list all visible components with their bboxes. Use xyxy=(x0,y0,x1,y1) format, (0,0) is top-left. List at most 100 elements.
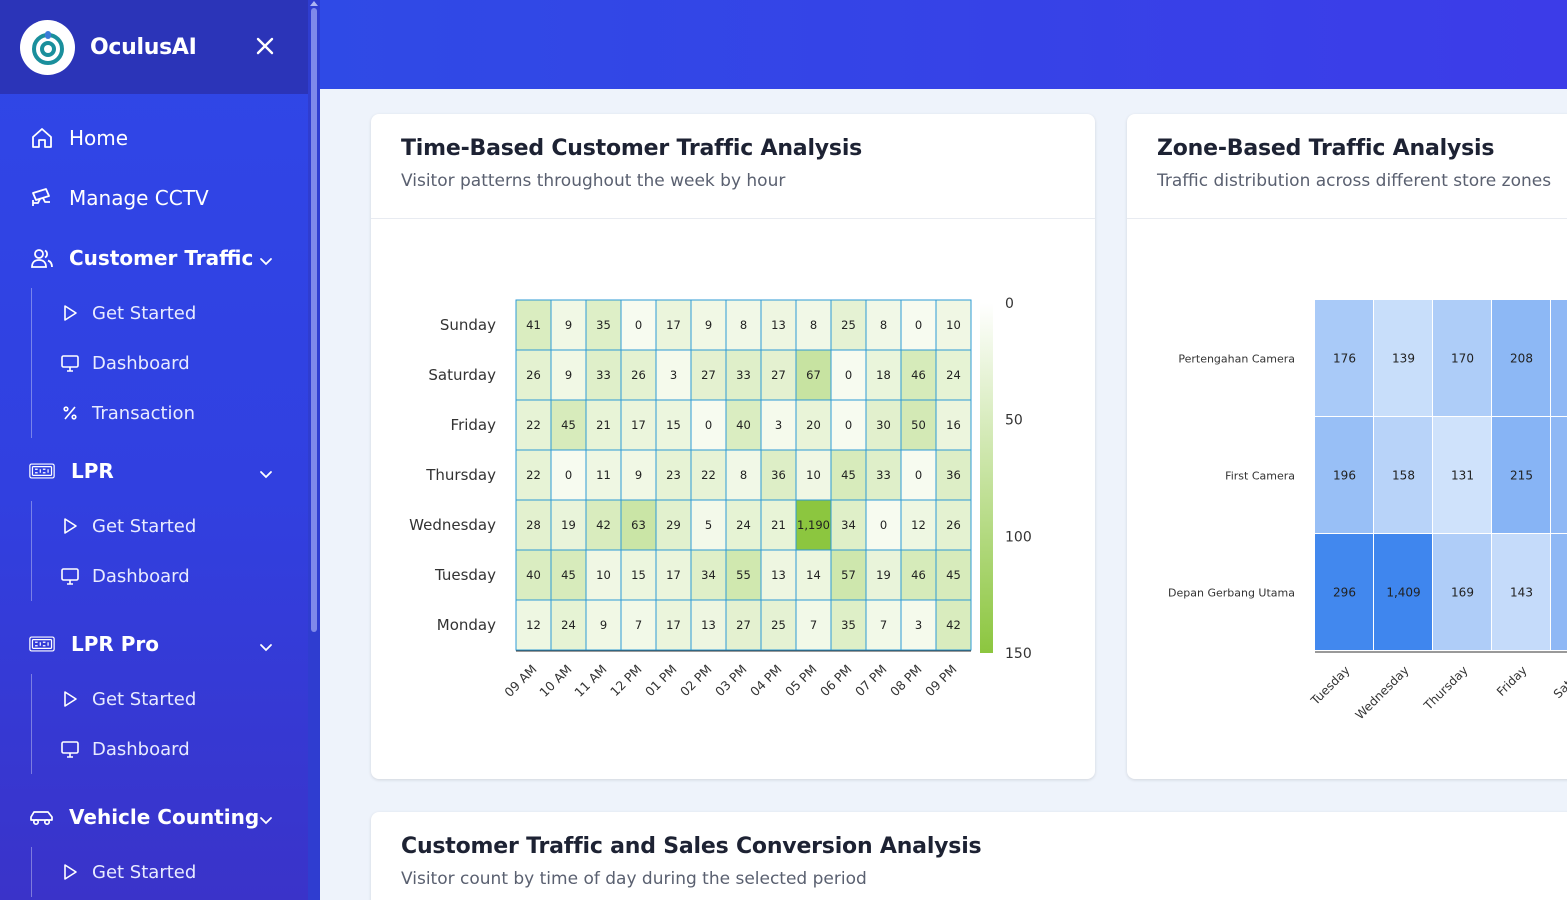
heatmap-cell-label: 8 xyxy=(740,468,747,482)
heatmap-cell-label: 22 xyxy=(526,468,541,482)
heatmap-cell xyxy=(935,449,972,501)
heatmap-cell xyxy=(725,499,762,551)
sidebar-item-label: Manage CCTV xyxy=(69,186,209,210)
scroll-up-arrow-icon[interactable] xyxy=(310,1,318,6)
card-subtitle: Visitor patterns throughout the week by … xyxy=(401,171,786,191)
sidebar-subitem-get-started[interactable]: Get Started xyxy=(32,288,308,338)
sidebar-subitem-dashboard[interactable]: Dashboard xyxy=(32,724,308,774)
heatmap-cell xyxy=(515,399,552,451)
heatmap-cell-label: 33 xyxy=(596,368,611,382)
brand-logo-icon[interactable] xyxy=(20,19,75,75)
x-tick-label: 01 PM xyxy=(642,662,680,700)
sidebar-nav: Home Manage CCTV Customer Traffic Get St… xyxy=(0,94,308,897)
chevron-down-icon[interactable] xyxy=(258,809,274,825)
sidebar-subitem-dashboard[interactable]: Dashboard xyxy=(32,551,308,601)
chevron-down-icon[interactable] xyxy=(258,250,274,266)
heatmap-cell xyxy=(1315,417,1373,533)
sidebar-subitem-transaction[interactable]: Transaction xyxy=(32,388,308,438)
heatmap-cell-label: 3 xyxy=(775,418,782,432)
heatmap-cell xyxy=(830,449,867,501)
cctv-icon xyxy=(29,185,55,211)
heatmap-cell-label: 9 xyxy=(565,368,572,382)
card-header: Time-Based Customer Traffic Analysis Vis… xyxy=(371,114,1095,219)
heatmap-cell xyxy=(725,599,762,651)
home-icon xyxy=(29,125,55,151)
heatmap-cell-label: 0 xyxy=(635,318,642,332)
heatmap-cell-label: 13 xyxy=(701,618,716,632)
heatmap-cell-label: 1,409 xyxy=(1386,586,1420,600)
heatmap-cell-label: 36 xyxy=(771,468,786,482)
heatmap-cell xyxy=(935,599,972,651)
license-plate-icon xyxy=(29,458,55,484)
heatmap-cell xyxy=(865,549,902,601)
heatmap-cell xyxy=(900,349,937,401)
sidebar: OculusAI Home Manage CCTV Customer Traff… xyxy=(0,0,308,900)
heatmap-cell-label: 22 xyxy=(526,418,541,432)
top-header-bar xyxy=(320,0,1567,89)
sidebar-item-home[interactable]: Home xyxy=(0,108,308,168)
card-subtitle: Visitor count by time of day during the … xyxy=(401,869,867,889)
heatmap-cell-label: 17 xyxy=(631,418,646,432)
sidebar-item-customer-traffic[interactable]: Customer Traffic xyxy=(0,228,308,288)
sidebar-subitem-get-started[interactable]: Get Started xyxy=(32,847,308,897)
heatmap-cell-label: 0 xyxy=(845,418,852,432)
y-tick-label: First Camera xyxy=(1225,470,1295,483)
heatmap-cell xyxy=(1315,534,1373,650)
heatmap-cell xyxy=(795,449,832,501)
heatmap-cell-label: 13 xyxy=(771,568,786,582)
heatmap-cell xyxy=(725,449,762,501)
heatmap-cell xyxy=(690,299,727,351)
heatmap-cell-label: 24 xyxy=(561,618,576,632)
x-tick-label: 05 PM xyxy=(782,662,820,700)
heatmap-cell-label: 23 xyxy=(666,468,681,482)
sidebar-item-lpr-pro[interactable]: LPR Pro xyxy=(0,614,308,674)
x-tick-label: Saturd xyxy=(1551,663,1567,701)
y-tick-label: Sunday xyxy=(440,316,496,334)
heatmap-cell xyxy=(795,599,832,651)
heatmap-cell-label: 9 xyxy=(600,618,607,632)
heatmap-cell xyxy=(1433,534,1491,650)
heatmap-cell-label: 15 xyxy=(666,418,681,432)
heatmap-cell-label: 36 xyxy=(946,468,961,482)
heatmap-cell-label: 45 xyxy=(561,568,576,582)
heatmap-cell xyxy=(900,299,937,351)
heatmap-cell xyxy=(550,599,587,651)
heatmap-cell-label: 0 xyxy=(915,468,922,482)
card-title: Zone-Based Traffic Analysis xyxy=(1157,136,1495,161)
close-sidebar-icon[interactable] xyxy=(253,34,277,58)
colorbar-tick-label: 0 xyxy=(1005,296,1014,312)
colorbar-tick-label: 100 xyxy=(1005,529,1032,545)
sidebar-subitem-get-started[interactable]: Get Started xyxy=(32,501,308,551)
heatmap-cell xyxy=(515,599,552,651)
heatmap-cell xyxy=(935,549,972,601)
sidebar-item-vehicle-counting[interactable]: Vehicle Counting xyxy=(0,787,308,847)
chevron-down-icon[interactable] xyxy=(258,636,274,652)
x-tick-label: Friday xyxy=(1494,663,1530,699)
heatmap-cell xyxy=(900,399,937,451)
heatmap-cell-label: 1,190 xyxy=(797,518,830,532)
colorbar-tick-label: 150 xyxy=(1005,646,1032,662)
y-tick-label: Friday xyxy=(451,416,497,434)
heatmap-cell-label: 26 xyxy=(526,368,541,382)
heatmap-cell-label: 33 xyxy=(876,468,891,482)
x-tick-label: Tuesday xyxy=(1307,663,1352,708)
sidebar-subitem-get-started[interactable]: Get Started xyxy=(32,674,308,724)
heatmap-cell-label: 0 xyxy=(880,518,887,532)
sidebar-subitem-dashboard[interactable]: Dashboard xyxy=(32,338,308,388)
card-title: Customer Traffic and Sales Conversion An… xyxy=(401,834,982,859)
sidebar-item-lpr[interactable]: LPR xyxy=(0,441,308,501)
sidebar-item-label: Home xyxy=(69,126,129,150)
heatmap-cell xyxy=(830,299,867,351)
heatmap-cell-label: 7 xyxy=(635,618,642,632)
sidebar-scrollbar-thumb[interactable] xyxy=(311,8,317,632)
heatmap-cell-label: 27 xyxy=(701,368,716,382)
heatmap-cell xyxy=(725,399,762,451)
heatmap-cell xyxy=(690,549,727,601)
sidebar-item-manage-cctv[interactable]: Manage CCTV xyxy=(0,168,308,228)
chevron-down-icon[interactable] xyxy=(258,463,274,479)
vehicle-counting-submenu: Get Started xyxy=(31,847,308,897)
heatmap-cell xyxy=(585,499,622,551)
colorbar-tick-label: 50 xyxy=(1005,413,1023,429)
heatmap-cell-label: 45 xyxy=(946,568,961,582)
heatmap-cell xyxy=(1551,417,1567,533)
